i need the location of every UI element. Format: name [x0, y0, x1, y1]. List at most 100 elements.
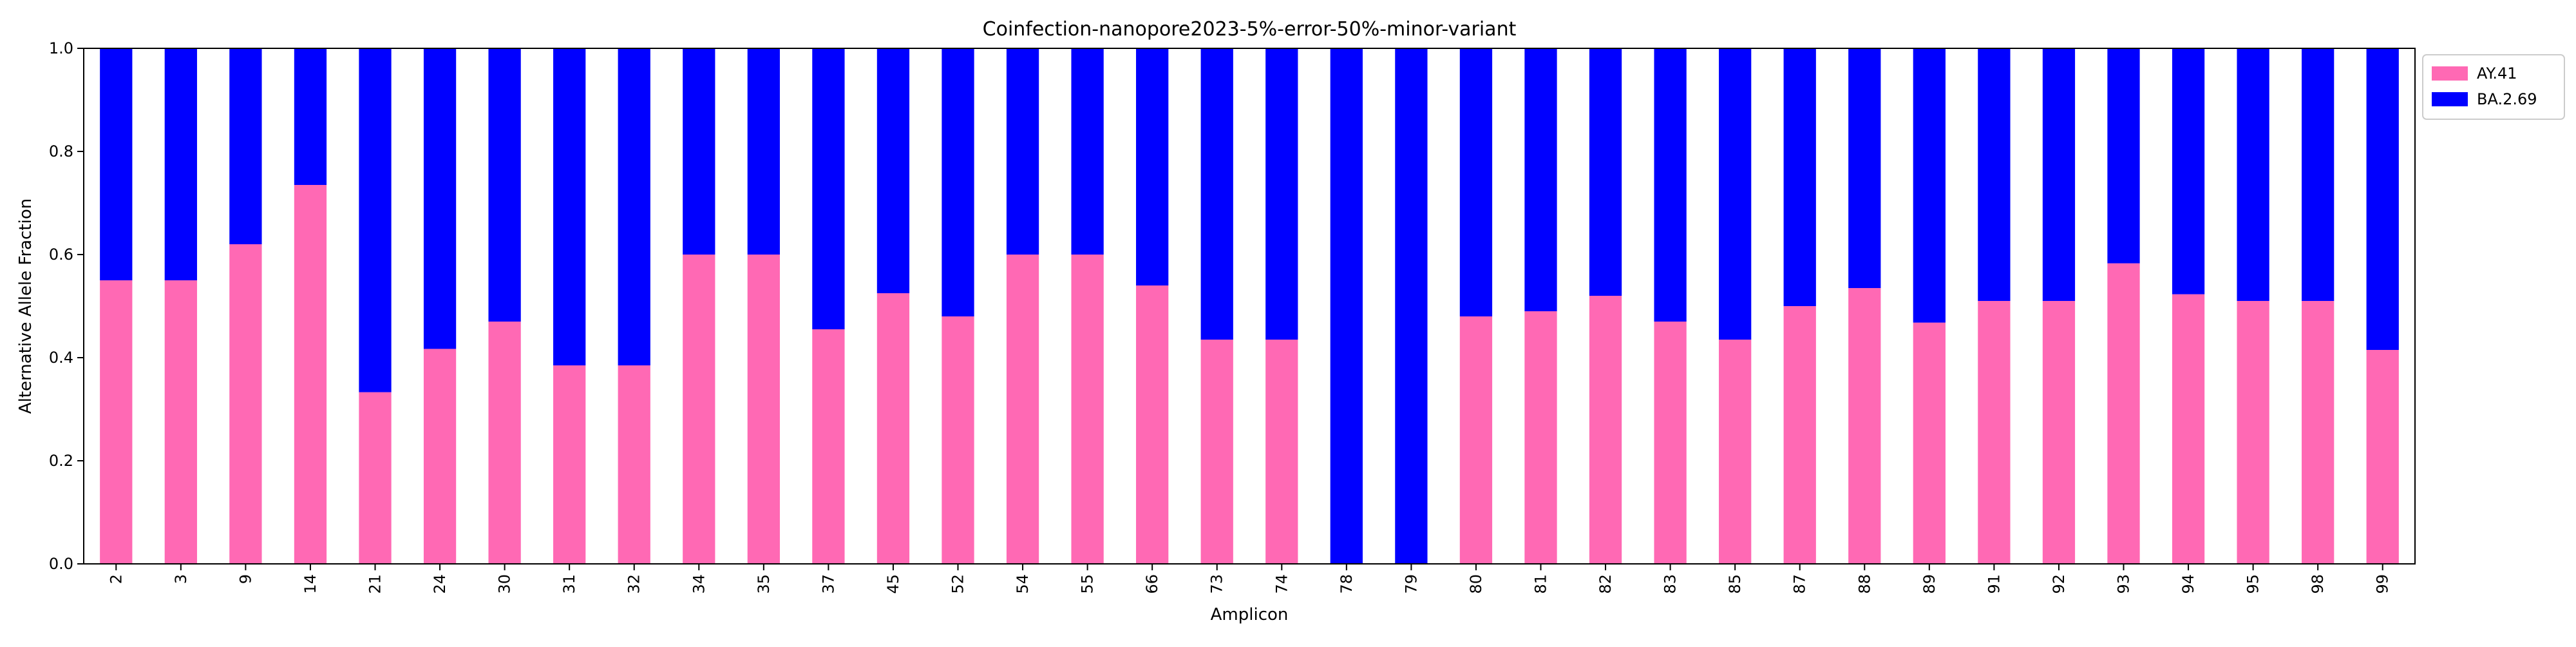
bar-segment-ay41-95: [2237, 301, 2269, 564]
bar-segment-ay41-54: [1006, 255, 1039, 564]
bar-segment-ba269-91: [1978, 48, 2011, 301]
bar-segment-ay41-73: [1200, 340, 1233, 564]
x-tick-label: 93: [2115, 574, 2133, 594]
bar-segment-ay41-89: [1913, 322, 1946, 564]
bar-segment-ba269-24: [423, 48, 457, 349]
plot-area: [100, 48, 2399, 564]
x-tick-label: 99: [2374, 574, 2392, 594]
x-tick-label: 87: [1791, 574, 1809, 594]
x-tick-label: 74: [1273, 574, 1291, 594]
x-tick-label: 89: [1920, 574, 1938, 594]
x-tick-label: 54: [1014, 574, 1032, 594]
bar-segment-ba269-32: [618, 48, 650, 365]
bar-segment-ay41-37: [812, 329, 845, 564]
bar-segment-ay41-98: [2302, 301, 2334, 564]
legend-swatch-ba269: [2432, 92, 2468, 106]
bar-segment-ay41-2: [100, 280, 133, 564]
bar-segment-ba269-95: [2237, 48, 2269, 301]
bar-segment-ay41-91: [1978, 301, 2011, 564]
legend-label-ay41: AY.41: [2477, 64, 2517, 82]
bar-segment-ba269-93: [2107, 48, 2140, 264]
bar-segment-ay41-31: [553, 365, 586, 564]
x-tick-label: 3: [172, 574, 190, 584]
y-tick-label: 0.2: [49, 452, 73, 470]
bar-segment-ay41-88: [1848, 288, 1881, 564]
y-tick-label: 0.6: [49, 246, 73, 264]
bar-segment-ba269-74: [1265, 48, 1298, 340]
x-tick-label: 37: [819, 574, 837, 594]
x-tick-label: 79: [1402, 574, 1420, 594]
x-tick-label: 85: [1726, 574, 1744, 594]
y-axis-label: Alternative Allele Fraction: [16, 198, 35, 414]
legend-label-ba269: BA.2.69: [2477, 90, 2537, 108]
bar-segment-ba269-87: [1783, 48, 1816, 306]
bar-segment-ay41-24: [423, 349, 457, 564]
bar-segment-ay41-55: [1071, 255, 1104, 564]
bar-segment-ba269-55: [1071, 48, 1104, 255]
x-tick-label: 31: [560, 574, 578, 594]
bar-segment-ay41-30: [488, 322, 521, 564]
bar-segment-ba269-37: [812, 48, 845, 329]
x-tick-label: 91: [1985, 574, 2003, 594]
x-tick-label: 24: [431, 574, 449, 594]
bar-segment-ba269-92: [2042, 48, 2076, 301]
x-tick-label: 32: [625, 574, 643, 594]
bar-segment-ba269-88: [1848, 48, 1881, 288]
x-tick-label: 66: [1143, 574, 1161, 594]
bar-segment-ba269-89: [1913, 48, 1946, 323]
x-tick-label: 34: [690, 574, 708, 594]
y-tick-label: 0.4: [49, 349, 73, 367]
x-tick-label: 88: [1855, 574, 1873, 594]
bar-segment-ba269-9: [229, 48, 262, 244]
x-tick-label: 94: [2179, 574, 2197, 594]
x-tick-label: 82: [1596, 574, 1615, 594]
bar-segment-ba269-35: [747, 48, 780, 255]
bar-segment-ay41-66: [1136, 285, 1169, 564]
bar-segment-ay41-21: [359, 392, 392, 564]
bar-segment-ba269-94: [2172, 48, 2205, 295]
bar-segment-ay41-80: [1459, 316, 1493, 564]
bar-segment-ba269-21: [359, 48, 392, 392]
x-tick-label: 83: [1662, 574, 1680, 594]
x-tick-label: 52: [949, 574, 967, 594]
y-axis: 0.0 0.2 0.4 0.6 0.8 1.0: [49, 39, 84, 573]
y-tick-label: 0.0: [49, 555, 73, 573]
bar-segment-ay41-83: [1654, 322, 1687, 564]
legend: AY.41 BA.2.69: [2422, 54, 2565, 120]
x-tick-label: 55: [1079, 574, 1097, 594]
bar-segment-ba269-52: [942, 48, 974, 316]
x-tick-label: 73: [1208, 574, 1226, 594]
x-tick-label: 80: [1467, 574, 1485, 594]
bar-segment-ay41-52: [942, 316, 974, 564]
x-tick-label: 98: [2309, 574, 2327, 594]
bar-segment-ba269-80: [1459, 48, 1493, 316]
bar-segment-ay41-14: [294, 185, 327, 564]
bar-segment-ay41-94: [2172, 294, 2205, 564]
x-tick-label: 9: [236, 574, 254, 584]
bar-segment-ay41-85: [1719, 340, 1752, 564]
bar-segment-ay41-34: [683, 255, 715, 564]
bar-segment-ba269-85: [1719, 48, 1752, 340]
bar-segment-ay41-99: [2366, 350, 2399, 564]
x-axis-label: Amplicon: [1211, 605, 1289, 624]
x-tick-label: 30: [496, 574, 514, 594]
bar-segment-ba269-14: [294, 48, 327, 185]
bar-segment-ay41-9: [229, 244, 262, 564]
bar-segment-ay41-87: [1783, 306, 1816, 564]
bar-segment-ba269-73: [1200, 48, 1233, 340]
x-tick-label: 2: [107, 574, 125, 584]
bar-segment-ba269-78: [1330, 48, 1363, 564]
legend-swatch-ay41: [2432, 66, 2468, 81]
bar-segment-ba269-83: [1654, 48, 1687, 322]
bar-segment-ay41-81: [1524, 311, 1557, 564]
x-axis: 2 3 9 14 21 24 30 31 32 34 35 37 45 52 54 55 66 73 74 78 79 8…: [107, 564, 2392, 594]
x-tick-label: 45: [884, 574, 902, 594]
bar-segment-ba269-66: [1136, 48, 1169, 285]
bar-segment-ba269-31: [553, 48, 586, 365]
bar-segment-ba269-45: [876, 48, 910, 293]
bar-segment-ba269-3: [164, 48, 197, 280]
x-tick-label: 21: [366, 574, 384, 594]
bar-segment-ba269-30: [488, 48, 521, 322]
